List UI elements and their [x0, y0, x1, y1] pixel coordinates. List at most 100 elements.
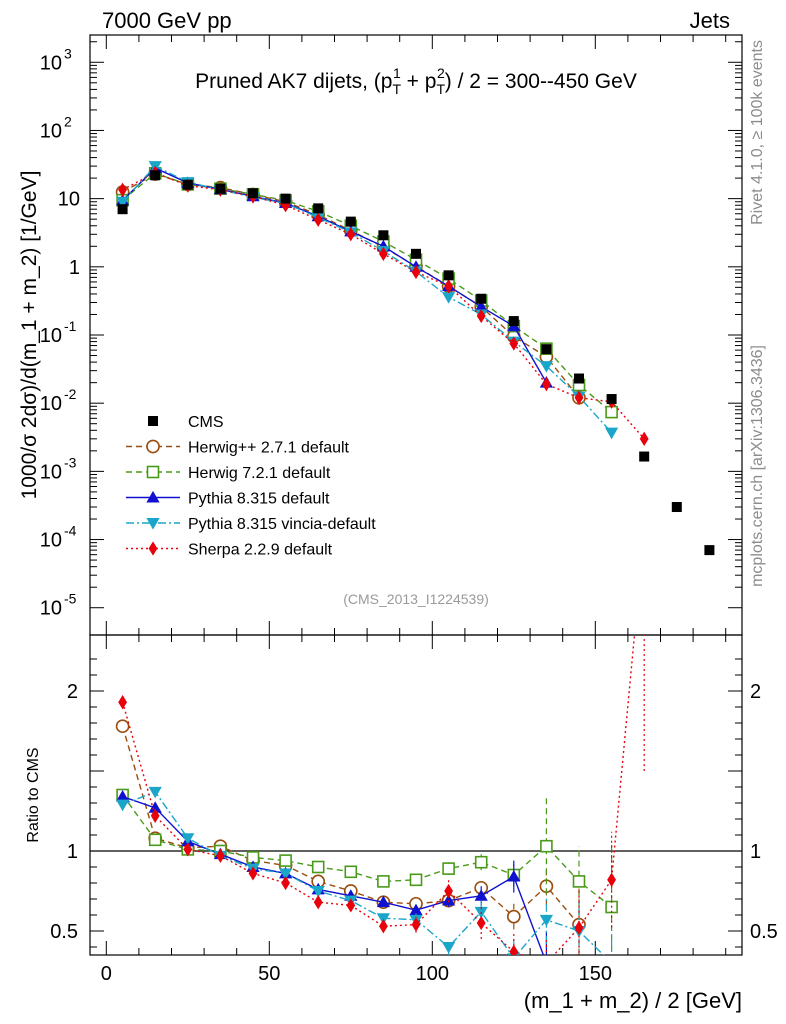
- title-sub-1: T: [392, 81, 401, 97]
- legend-label: Pythia 8.315 default: [188, 491, 330, 508]
- legend-label: CMS: [188, 414, 224, 431]
- series-1-ratio-point: [344, 865, 358, 879]
- series-3-ratio-point: [116, 799, 130, 812]
- series-4-ratio-point: [509, 944, 519, 955]
- title-prefix: Pruned AK7 dijets, (p: [195, 70, 392, 93]
- y-tick-label: 10: [40, 598, 62, 620]
- series-1-ratio-point: [279, 854, 292, 867]
- series-1-ratio-point: [474, 855, 488, 869]
- series-3-ratio-point: [181, 833, 195, 845]
- series-4-ratio-point: [607, 872, 616, 887]
- series-4-ratio-point: [411, 917, 421, 932]
- series-3-point: [116, 196, 130, 209]
- series-1-line: [122, 172, 613, 413]
- cms-data-point: [248, 188, 258, 199]
- y-tick-exponent: -5: [64, 591, 77, 607]
- y-tick-label: 10: [40, 325, 62, 347]
- series-4-ratio-point: [542, 956, 551, 970]
- series-2-ratio-point: [376, 895, 390, 908]
- legend-label: Herwig 7.2.1 default: [188, 465, 331, 482]
- legend-item: Pythia 8.315 default: [126, 491, 330, 508]
- y-axis-label: 1000/σ 2dσ)/d(m_1 + m_2) [1/GeV]: [18, 171, 41, 500]
- title-sup-1: 1: [393, 65, 401, 81]
- series-4-ratio-point: [118, 695, 127, 710]
- ratio-panel-series: [115, 524, 649, 970]
- series-4-ratio-point: [346, 898, 356, 913]
- series-4-line: [122, 171, 645, 440]
- series-2-ratio-point: [148, 801, 162, 813]
- y-tick-label: 10: [40, 530, 62, 552]
- legend-label: Herwig++ 2.7.1 default: [188, 440, 350, 457]
- cms-data-point: [150, 170, 161, 181]
- series-0-ratio-point: [115, 719, 130, 734]
- ratio-tick-label-right: 2: [750, 681, 761, 703]
- series-3-ratio-point: [539, 914, 553, 927]
- top-panel-series: [115, 161, 715, 556]
- series-1-ratio-point: [572, 875, 586, 888]
- cms-data-point: [671, 502, 682, 513]
- legend-marker: [148, 541, 158, 556]
- legend-marker: [148, 416, 158, 426]
- series-2-ratio-point: [116, 790, 130, 802]
- series-1-ratio-point: [442, 862, 455, 875]
- legend-label: Pythia 8.315 vincia-default: [188, 516, 376, 533]
- cms-data-point: [606, 394, 617, 405]
- ratio-tick-label-right: 0.5: [750, 921, 778, 943]
- series-0-ratio-point: [506, 909, 521, 924]
- y-tick-label: 10: [58, 189, 80, 211]
- series-3-ratio-point: [279, 868, 293, 880]
- series-3-ratio-point: [148, 786, 162, 799]
- x-tick-label: 100: [416, 963, 449, 985]
- series-4-ratio-point: [476, 915, 486, 931]
- series-4-ratio-point: [216, 848, 225, 863]
- series-4-point: [574, 390, 584, 405]
- ratio-tick-label: 2: [67, 681, 78, 703]
- x-tick-label: 50: [258, 963, 280, 985]
- cms-data-point: [117, 204, 128, 215]
- series-2-ratio-line: [122, 795, 545, 955]
- y-tick-exponent: 2: [64, 113, 72, 129]
- ratio-axis-label: Ratio to CMS: [25, 747, 42, 842]
- cms-data-point: [476, 293, 487, 304]
- series-4-point: [379, 246, 388, 261]
- series-2-ratio-point: [540, 956, 553, 968]
- series-3-point: [539, 361, 553, 373]
- y-tick-label: 10: [40, 120, 62, 142]
- x-axis-label: (m_1 + m_2) / 2 [GeV]: [524, 988, 742, 1013]
- series-4-point: [639, 431, 649, 446]
- series-4-ratio-point: [640, 524, 649, 538]
- x-tick-label: 0: [101, 963, 112, 985]
- cms-data-point: [345, 216, 356, 227]
- y-tick-label: 10: [40, 461, 62, 483]
- series-4-point: [411, 264, 421, 280]
- series-2-ratio-point: [507, 870, 521, 882]
- series-2-line: [122, 167, 548, 384]
- title-sup-2: 2: [437, 65, 445, 81]
- series-3-line: [122, 165, 613, 434]
- legend-item: Herwig++ 2.7.1 default: [126, 440, 350, 457]
- series-4-ratio-point: [313, 895, 323, 910]
- cms-data-point: [704, 545, 715, 556]
- title-suffix: ) / 2 = 300--450 GeV: [445, 70, 637, 93]
- legend-item: Herwig 7.2.1 default: [126, 465, 331, 482]
- beam-label: 7000 GeV pp: [102, 8, 232, 33]
- y-tick-label: 1: [69, 257, 80, 279]
- series-4-point: [509, 336, 519, 351]
- series-4-point: [313, 212, 323, 227]
- y-tick-exponent: -2: [64, 386, 77, 402]
- series-4-point: [346, 227, 356, 242]
- series-4-point: [542, 377, 551, 392]
- series-3-ratio-point: [442, 942, 456, 954]
- y-tick-exponent: -1: [64, 318, 77, 334]
- series-2-point: [474, 300, 488, 312]
- legend-marker: [146, 518, 160, 530]
- process-label: Jets: [690, 8, 730, 33]
- y-tick-label: 10: [40, 52, 62, 74]
- legend-item: CMS: [148, 414, 224, 431]
- legend-marker: [146, 465, 160, 479]
- y-tick-label: 10: [40, 393, 62, 415]
- legend-marker: [146, 439, 160, 454]
- series-1-ratio-point: [311, 860, 325, 874]
- series-0-line: [122, 173, 580, 399]
